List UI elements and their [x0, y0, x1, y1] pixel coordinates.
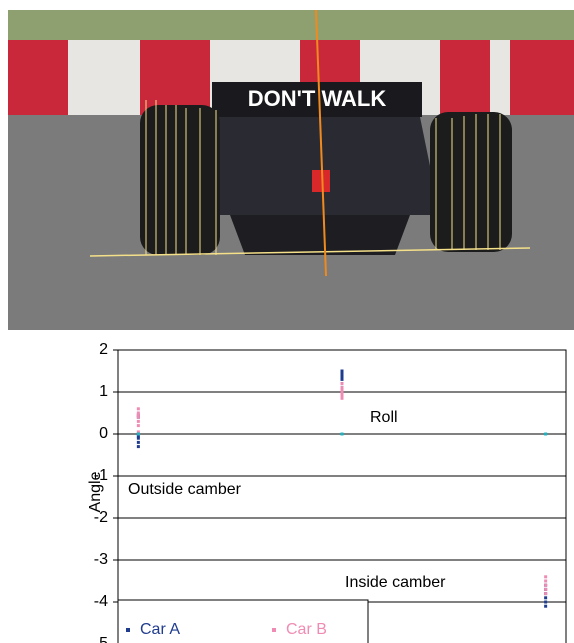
legend-label: Car B [286, 621, 327, 638]
point [341, 397, 344, 400]
point [341, 382, 344, 385]
photo: DON'T WALK [8, 10, 574, 330]
legend-swatch [126, 628, 130, 632]
point [544, 433, 547, 436]
photo-label: DON'T WALK [248, 86, 387, 111]
point [137, 424, 140, 427]
legend-swatch [272, 628, 276, 632]
point [341, 433, 344, 436]
point [137, 445, 140, 448]
point [544, 592, 547, 595]
figure: DON'T WALK Angle Roll Outside camber Ins… [0, 0, 574, 643]
y-tick-label: 0 [99, 425, 108, 442]
y-tick-label: -1 [94, 467, 108, 484]
point [544, 605, 547, 608]
legend-label: Car A [140, 621, 180, 638]
point [137, 416, 140, 419]
point [544, 584, 547, 587]
point [544, 580, 547, 583]
point [341, 378, 344, 381]
annotation: Inside camber [345, 574, 446, 591]
annotation: Roll [370, 409, 398, 426]
point [544, 588, 547, 591]
y-tick-label: -2 [94, 509, 108, 526]
point [137, 407, 140, 410]
y-tick-label: -4 [94, 593, 108, 610]
y-tick-label: -3 [94, 551, 108, 568]
y-tick-label: -5 [94, 635, 108, 643]
y-tick-label: 1 [99, 383, 108, 400]
point [544, 601, 547, 604]
point [137, 420, 140, 423]
annotation: Outside camber [128, 481, 242, 498]
y-tick-label: 2 [99, 341, 108, 358]
point [137, 441, 140, 444]
point [544, 575, 547, 578]
point [137, 433, 140, 436]
point [544, 596, 547, 599]
